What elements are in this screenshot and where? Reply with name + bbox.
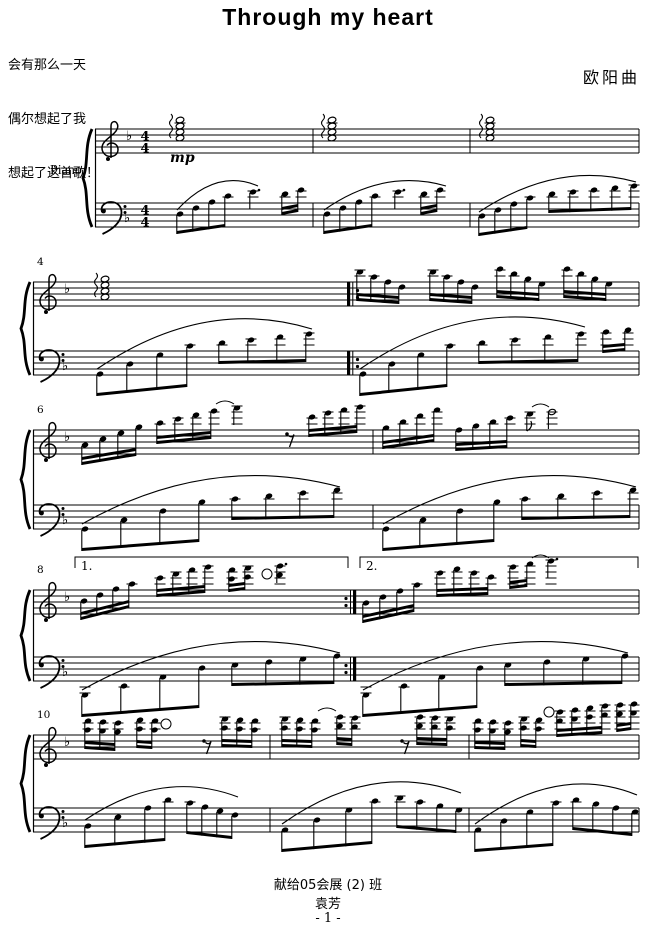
measure-number: 6 xyxy=(37,404,44,416)
measure-number: 4 xyxy=(37,256,44,268)
measure-number: 10 xyxy=(37,709,50,721)
dedication-note-line: 会有那么一天 xyxy=(8,58,87,73)
score-text: ♭ xyxy=(126,129,132,144)
score-text: 4 xyxy=(140,204,149,219)
dedication-note-line: 偶尔想起了我 xyxy=(8,112,87,127)
score-text: ♭ xyxy=(124,211,130,226)
score-text: ♭ xyxy=(62,359,68,374)
dedication-note-line: 想起了这首歌！ xyxy=(8,166,100,181)
volta-label: 2. xyxy=(366,559,377,573)
composer-credit: 欧阳曲 xyxy=(582,68,640,87)
instrument-label: Piano xyxy=(50,163,82,178)
score-text: ♭ xyxy=(62,513,68,528)
score-text: 4 xyxy=(140,142,149,157)
volta-label: 1. xyxy=(81,559,92,573)
score-text: 4 xyxy=(140,216,149,231)
score-text: ♭ xyxy=(64,430,70,445)
footer-author: 袁芳 xyxy=(314,897,341,912)
score-text: ♭ xyxy=(64,282,70,297)
score-text: ♭ xyxy=(62,816,68,831)
score-text: ♭ xyxy=(62,665,68,680)
score-text: ♭ xyxy=(64,735,70,750)
measure-number: 8 xyxy=(37,564,44,576)
dynamic-marking: mp xyxy=(170,150,195,166)
dedication-note: 会有那么一天 偶尔想起了我 想起了这首歌！ xyxy=(8,21,99,201)
score-text: ♭ xyxy=(64,590,70,605)
score-text: 4 xyxy=(140,130,149,145)
footer-dedication: 献给05会展 (2) 班 xyxy=(273,878,383,893)
page-title: Through my heart xyxy=(222,4,434,30)
page-number: - 1 - xyxy=(315,911,341,926)
